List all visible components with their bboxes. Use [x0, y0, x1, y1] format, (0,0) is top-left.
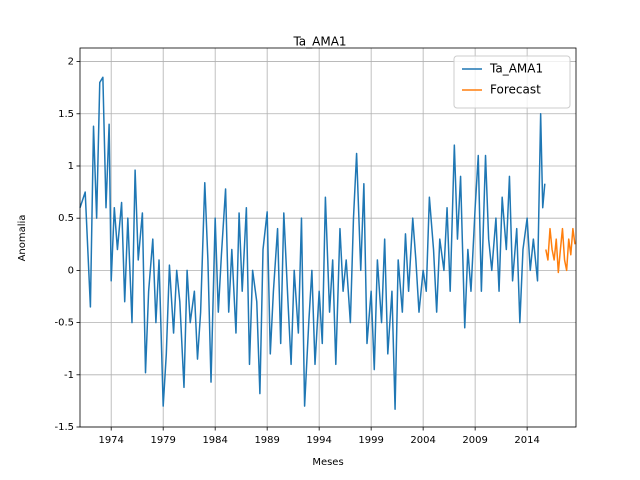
y-tick-label: -1 — [64, 370, 74, 381]
plot-frame — [79, 47, 577, 428]
x-tick-label: 1994 — [306, 435, 331, 446]
y-tick-label: 1.5 — [58, 109, 74, 120]
legend-label: Forecast — [490, 83, 541, 97]
x-tick-label: 2004 — [410, 435, 435, 446]
y-tick-label: 2 — [68, 57, 74, 68]
x-tick-label: 2009 — [462, 435, 487, 446]
chart-title: Ta_AMA1 — [292, 35, 346, 49]
y-tick-label: 0.5 — [58, 213, 74, 224]
series-line — [545, 227, 576, 274]
y-tick-label: -1.5 — [54, 422, 74, 433]
x-tick-label: 1999 — [358, 435, 383, 446]
series-line — [79, 76, 546, 410]
y-axis-label: Anomalia — [17, 215, 28, 262]
y-tick-label: 0 — [68, 265, 74, 276]
x-tick-label: 2014 — [514, 435, 539, 446]
x-tick-label: 1984 — [202, 435, 227, 446]
x-tick-label: 1989 — [254, 435, 279, 446]
x-tick-label: 1979 — [150, 435, 175, 446]
x-tick-label: 1974 — [98, 435, 123, 446]
legend-box — [453, 55, 571, 109]
y-tick-label: 1 — [68, 161, 74, 172]
x-axis-label: Meses — [312, 457, 343, 468]
y-tick-label: -0.5 — [54, 318, 74, 329]
legend-label: Ta_AMA1 — [489, 62, 543, 76]
